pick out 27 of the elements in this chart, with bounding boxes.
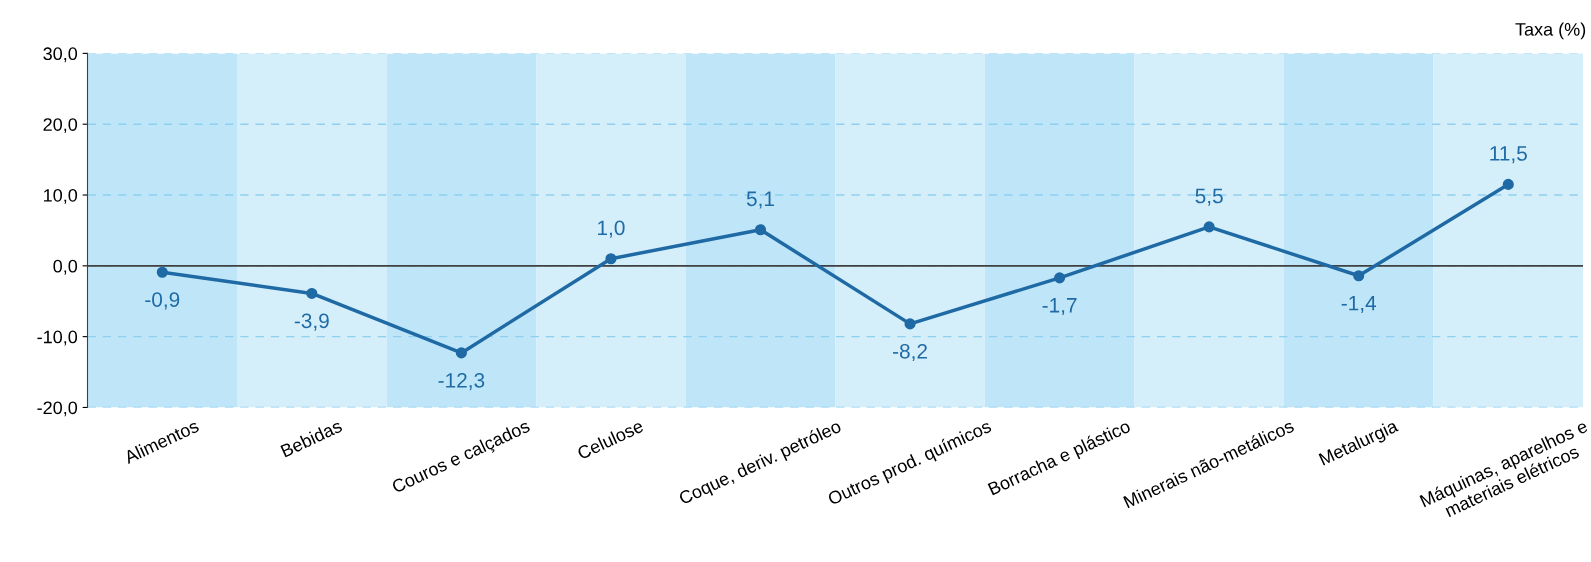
data-label: 11,5 (1490, 146, 1527, 164)
point (1054, 272, 1066, 284)
point (605, 253, 617, 265)
point (754, 224, 767, 236)
y-axis-title: Taxa (%) (1515, 22, 1586, 40)
y-tick-label: 0,0 (53, 259, 78, 275)
point (1203, 221, 1215, 233)
data-label: -1,7 (1042, 298, 1077, 316)
data-label: 1,0 (598, 220, 625, 238)
y-tick-label: -20,0 (37, 401, 78, 417)
point (156, 266, 168, 278)
data-label: -1,4 (1341, 295, 1377, 313)
data-label: -8,2 (893, 343, 927, 362)
data-label: 5,1 (746, 191, 774, 209)
y-tick-label: 30,0 (43, 47, 78, 63)
y-tick-label: -10,0 (37, 330, 78, 346)
data-label: -12,3 (438, 372, 485, 391)
point (455, 347, 467, 359)
y-tick-label: 10,0 (44, 188, 78, 204)
y-tick-label: 20,0 (43, 118, 78, 134)
data-label: 5,5 (1195, 188, 1223, 206)
point (904, 318, 916, 330)
point (1502, 178, 1514, 190)
data-label: -3,9 (294, 313, 329, 331)
point (306, 287, 318, 299)
data-label: -0,9 (145, 292, 180, 310)
point (1353, 270, 1365, 282)
